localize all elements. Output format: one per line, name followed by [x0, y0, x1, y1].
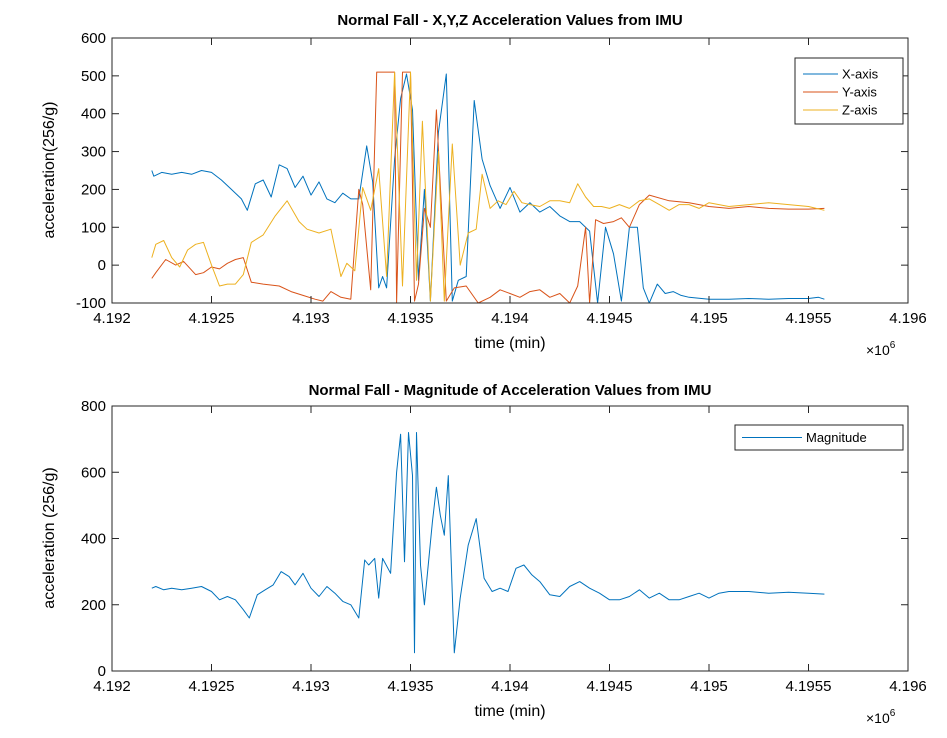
x-tick-label: 4.1935	[388, 310, 434, 327]
x-tick-label: 4.194	[491, 678, 529, 695]
y-tick-label: 300	[81, 144, 106, 161]
x-tick-label: 4.195	[690, 678, 728, 695]
x-tick-label: 4.192	[93, 678, 131, 695]
y-tick-label: 200	[81, 181, 106, 198]
x-tick-label: 4.193	[292, 678, 330, 695]
x-axis-multiplier: ×106	[866, 708, 896, 726]
y-tick-label: 200	[81, 597, 106, 614]
y-tick-label: 500	[81, 68, 106, 85]
legend-label-magnitude: Magnitude	[806, 430, 867, 445]
y-axis-label: acceleration (256/g)	[41, 467, 58, 608]
legend-label-x-axis: X-axis	[842, 67, 879, 82]
series-line-x-axis	[151, 73, 825, 303]
x-tick-label: 4.194	[491, 310, 529, 327]
series-layer	[151, 432, 825, 654]
x-tick-label: 4.1945	[587, 678, 633, 695]
plot-frame	[111, 37, 909, 304]
series-layer	[151, 71, 825, 303]
x-tick-label: 4.1925	[189, 678, 235, 695]
y-tick-label: 400	[81, 106, 106, 123]
chart-title: Normal Fall - X,Y,Z Acceleration Values …	[337, 12, 682, 29]
x-axis-multiplier-base: ×10	[866, 710, 890, 726]
y-tick-label: 400	[81, 531, 106, 548]
legend-box	[794, 57, 904, 125]
y-tick-label: 0	[98, 663, 106, 680]
y-tick-label: 800	[81, 398, 106, 415]
legend-label-y-axis: Y-axis	[842, 85, 877, 100]
legend-label-z-axis: Z-axis	[842, 103, 878, 118]
y-tick-label: 600	[81, 464, 106, 481]
series-line-magnitude	[151, 432, 825, 654]
y-tick-label: 100	[81, 219, 106, 236]
chart-title: Normal Fall - Magnitude of Acceleration …	[309, 382, 712, 399]
x-tick-label: 4.1925	[189, 310, 235, 327]
x-tick-label: 4.196	[889, 310, 927, 327]
x-tick-label: 4.1955	[786, 678, 832, 695]
y-tick-label: 600	[81, 30, 106, 47]
y-tick-label: -100	[76, 295, 106, 312]
x-axis-label: time (min)	[474, 703, 545, 720]
x-axis-multiplier-base: ×10	[866, 342, 890, 358]
x-tick-label: 4.1955	[786, 310, 832, 327]
series-line-z-axis	[151, 71, 825, 302]
legend: X-axis Y-axis Z-axis	[794, 57, 904, 125]
chart-magnitude: Normal Fall - Magnitude of Acceleration …	[41, 382, 927, 726]
x-axis-multiplier-exponent: 6	[890, 708, 896, 719]
x-axis-label: time (min)	[474, 335, 545, 352]
legend: Magnitude	[734, 424, 904, 451]
x-tick-label: 4.196	[889, 678, 927, 695]
x-tick-label: 4.1945	[587, 310, 633, 327]
y-tick-label: 0	[98, 257, 106, 274]
y-axis-label: acceleration(256/g)	[41, 102, 58, 239]
x-tick-label: 4.192	[93, 310, 131, 327]
x-axis-multiplier: ×106	[866, 340, 896, 358]
x-tick-label: 4.195	[690, 310, 728, 327]
x-tick-label: 4.1935	[388, 678, 434, 695]
x-tick-label: 4.193	[292, 310, 330, 327]
series-line-y-axis	[151, 71, 825, 303]
ticks-layer: 4.192 4.1925 4.193 4.1935 4.194 4.1945 4.195 4.…	[76, 30, 927, 327]
ticks-layer: 4.192 4.1925 4.193 4.1935 4.194 4.1945 4.195 4.…	[81, 398, 927, 695]
chart-xyz-acceleration: Normal Fall - X,Y,Z Acceleration Values …	[41, 12, 927, 358]
x-axis-multiplier-exponent: 6	[890, 340, 896, 351]
